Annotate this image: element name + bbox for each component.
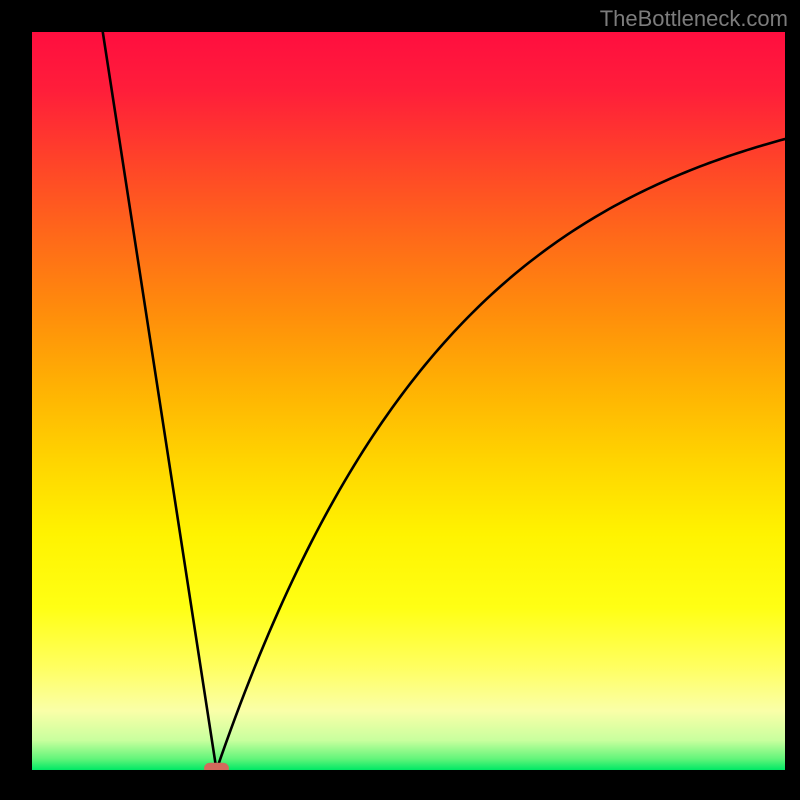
figure-frame: TheBottleneck.com [0,0,800,800]
bottleneck-chart [0,0,800,800]
watermark-text: TheBottleneck.com [600,6,788,32]
